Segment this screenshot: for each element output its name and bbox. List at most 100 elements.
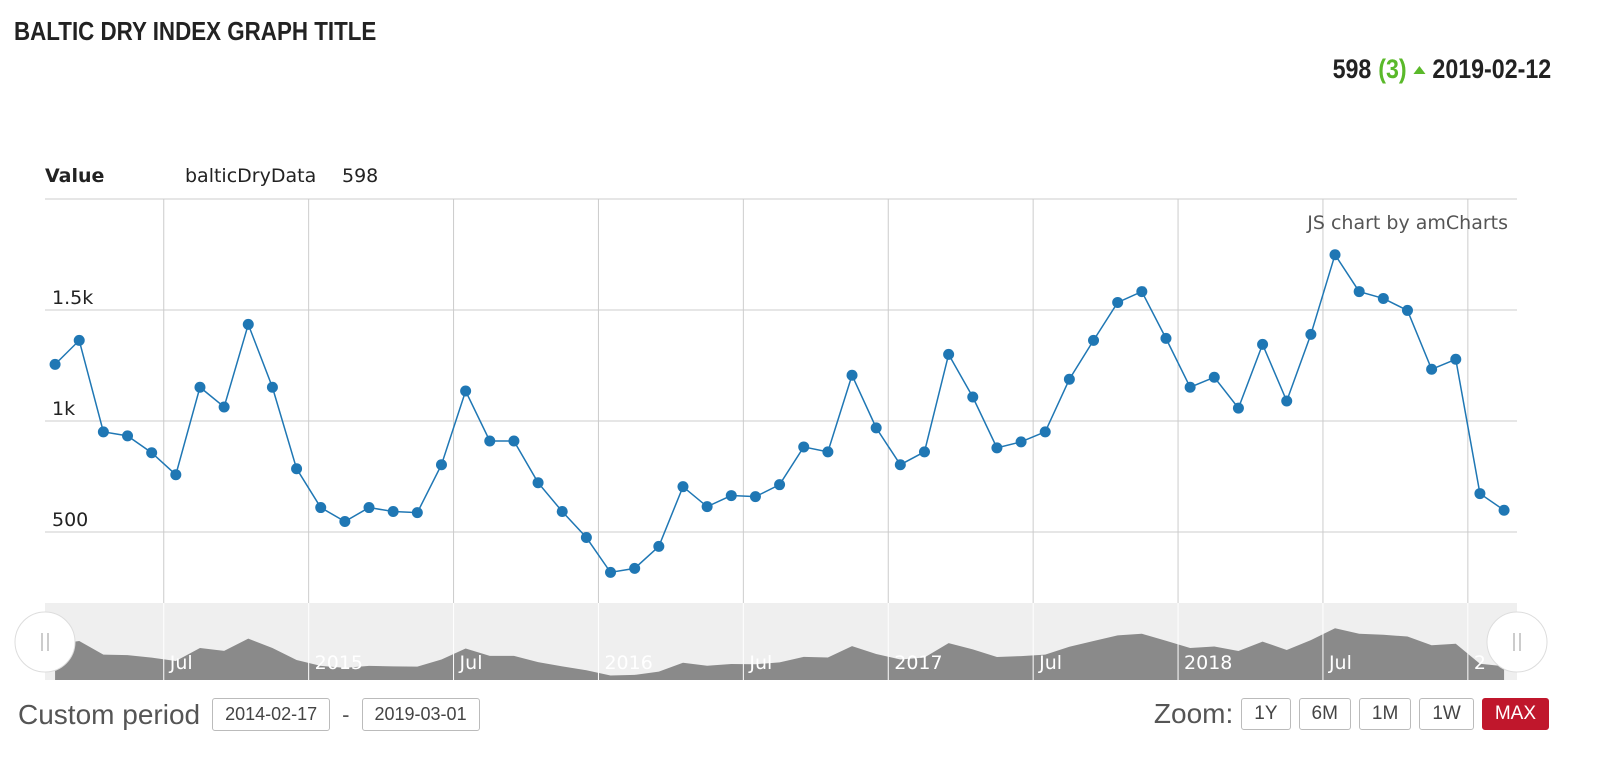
change: (3) (1378, 54, 1407, 84)
data-point (1377, 292, 1389, 304)
data-point (749, 491, 761, 503)
data-point (774, 479, 786, 491)
data-point (1353, 286, 1365, 298)
data-point (1426, 363, 1438, 375)
header-stats: 598 (3) 2019-02-12 (1332, 54, 1551, 85)
data-point (1401, 304, 1413, 316)
data-point (508, 435, 520, 447)
x-tick-label: 2015 (315, 652, 363, 674)
zoom-controls: Zoom: 1Y 6M 1M 1W MAX (1154, 698, 1549, 730)
data-point (1136, 286, 1148, 298)
y-tick-label: 1.5k (52, 287, 93, 309)
legend-title: Value (45, 165, 104, 187)
legend-value: 598 (342, 165, 378, 187)
data-point (49, 358, 61, 370)
data-point (146, 447, 158, 459)
zoom-button[interactable]: 1Y (1241, 698, 1291, 730)
data-point (411, 507, 423, 519)
data-point (1015, 436, 1027, 448)
data-point (580, 532, 592, 544)
data-point (363, 502, 375, 514)
date: 2019-02-12 (1432, 54, 1551, 84)
credit: JS chart by amCharts (1306, 212, 1508, 234)
x-tick-label: Jul (459, 652, 483, 674)
x-tick-label: 2016 (604, 652, 652, 674)
data-point (1039, 426, 1051, 438)
zoom-button[interactable]: 6M (1298, 698, 1351, 730)
data-point (1063, 373, 1075, 385)
period-controls: Custom period 2014-02-17 - 2019-03-01 (18, 698, 480, 731)
title: BALTIC DRY INDEX GRAPH TITLE (14, 16, 377, 46)
data-point (1160, 332, 1172, 344)
data-point (605, 566, 617, 578)
x-tick-label: Jul (169, 652, 193, 674)
data-point (73, 334, 85, 346)
data-point (1112, 296, 1124, 308)
data-point (1305, 328, 1317, 340)
data-point (725, 490, 737, 502)
zoom-button[interactable]: 1M (1358, 698, 1412, 730)
data-point (242, 318, 254, 330)
data-point (1281, 395, 1293, 407)
x-tick-label: 2018 (1184, 652, 1232, 674)
data-point (435, 459, 447, 471)
data-point (1474, 488, 1486, 500)
data-point (194, 381, 206, 393)
data-point (1208, 371, 1220, 383)
data-point (532, 477, 544, 489)
data-point (1257, 338, 1269, 350)
legend-series: balticDryData (185, 165, 316, 187)
zoom-label: Zoom: (1153, 698, 1234, 729)
data-point (1329, 249, 1341, 261)
zoom-button[interactable]: 1W (1419, 698, 1474, 730)
x-tick-label: 2 (1474, 652, 1486, 674)
y-tick-label: 1k (52, 398, 75, 420)
up-arrow (1413, 65, 1426, 74)
data-point (870, 422, 882, 434)
data-point (894, 459, 906, 471)
data-point (653, 540, 665, 552)
data-point (266, 381, 278, 393)
data-point (122, 430, 134, 442)
data-point (339, 516, 351, 528)
data-point (1450, 353, 1462, 365)
data-point (918, 446, 930, 458)
data-point (846, 369, 858, 381)
series-line (54, 252, 1505, 574)
data-point (460, 385, 472, 397)
data-point (291, 463, 303, 475)
data-point (967, 391, 979, 403)
scroll-handle[interactable] (14, 611, 76, 673)
data-point (1088, 334, 1100, 346)
handle-right[interactable] (1486, 611, 1548, 673)
end-date[interactable]: 2019-03-01 (361, 698, 480, 731)
x-tick-label: 2017 (894, 652, 942, 674)
separator: - (342, 701, 350, 727)
data-point (315, 502, 327, 514)
data-point (1232, 402, 1244, 414)
data-point (484, 435, 496, 447)
zoom-button[interactable]: MAX (1481, 698, 1549, 730)
data-point (1498, 504, 1510, 516)
data-point (991, 442, 1003, 454)
current-value: 598 (1332, 54, 1372, 84)
data-point (798, 441, 810, 453)
scrollbar-area (55, 628, 1505, 680)
data-point (822, 446, 834, 458)
data-point (556, 506, 568, 518)
x-tick-label: Jul (1038, 652, 1062, 674)
start-date[interactable]: 2014-02-17 (212, 698, 331, 731)
x-tick-label: Jul (1328, 652, 1352, 674)
y-tick-label: 500 (52, 509, 88, 531)
data-point (677, 481, 689, 493)
handle-left[interactable] (14, 611, 76, 673)
data-point (97, 426, 109, 438)
data-point (1184, 381, 1196, 393)
data-point (701, 501, 713, 513)
data-point (218, 401, 230, 413)
period-label: Custom period (18, 698, 201, 730)
data-point (170, 469, 182, 481)
scroll-handle[interactable] (1486, 611, 1548, 673)
data-point (387, 506, 399, 518)
